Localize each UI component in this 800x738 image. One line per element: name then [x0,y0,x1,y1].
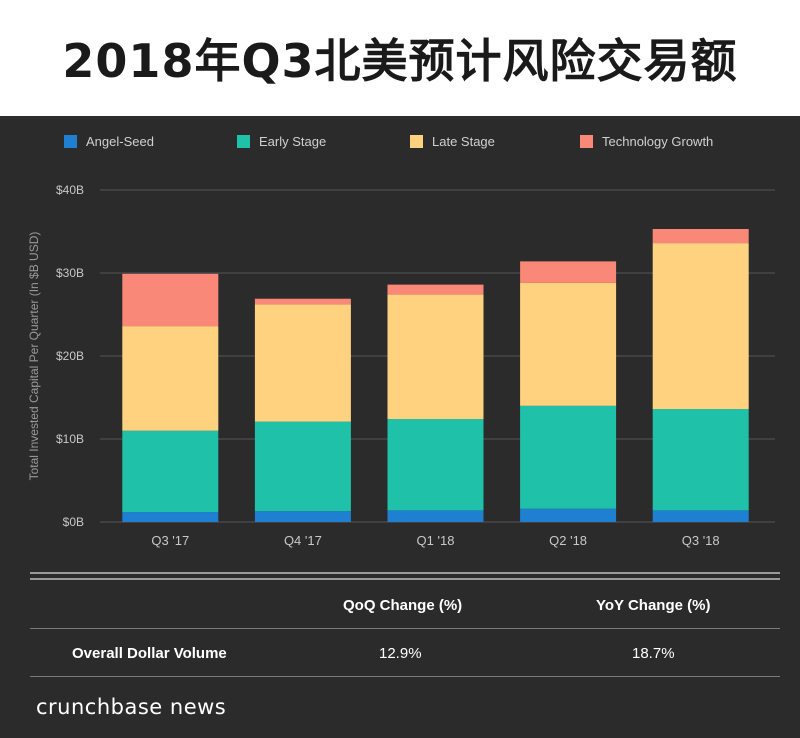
y-tick-label-3: $30B [56,266,84,280]
y-tick-label-0: $0B [63,515,84,529]
bar-angel-seed-3 [520,508,617,522]
legend-swatch-late-stage [410,135,423,148]
header-qoq-change: QoQ Change (%) [343,597,463,614]
y-tick-label-1: $10B [56,432,84,446]
bar-angel-seed-1 [254,511,351,522]
bar-early-stage-3 [520,405,617,509]
bar-technology-growth-3 [520,261,617,283]
legend-label-technology-growth: Technology Growth [602,134,714,149]
x-tick-label-3: Q2 '18 [549,533,587,548]
page-title: 2018年Q3北美预计风险交易额 [62,34,738,88]
legend-item-angel-seed: Angel-Seed [64,134,154,149]
chart-legend: Angel-Seed Early Stage Late Stage Techno… [0,134,800,154]
bar-early-stage-2 [387,419,484,511]
legend-item-early-stage: Early Stage [237,134,326,149]
row-label-overall-dollar-volume: Overall Dollar Volume [72,645,227,662]
legend-label-late-stage: Late Stage [432,134,495,149]
legend-item-technology-growth: Technology Growth [580,134,713,149]
table-top-rule-2 [30,578,780,580]
legend-swatch-early-stage [237,135,250,148]
y-tick-label-4: $40B [56,183,84,197]
bar-technology-growth-4 [652,229,749,244]
yoy-change-value: 18.7% [632,645,675,662]
bar-angel-seed-0 [122,512,219,522]
legend-swatch-angel-seed [64,135,77,148]
y-axis-title: Total Invested Capital Per Quarter (In $… [27,232,41,481]
title-band: 2018年Q3北美预计风险交易额 [0,0,800,116]
x-tick-label-0: Q3 '17 [151,533,189,548]
bar-angel-seed-4 [652,510,749,522]
bar-angel-seed-2 [387,510,484,522]
x-tick-label-1: Q4 '17 [284,533,322,548]
table-bottom-rule [30,676,780,677]
bar-early-stage-0 [122,430,219,513]
stacked-bar-chart: $0B $10B $20B $30B $40B Total Invested Capita… [27,183,775,548]
bar-early-stage-4 [652,409,749,511]
x-tick-label-2: Q1 '18 [417,533,455,548]
bar-late-stage-2 [387,294,484,420]
bar-late-stage-0 [122,326,219,431]
bar-technology-growth-0 [122,273,219,327]
bar-early-stage-1 [254,421,351,512]
legend-swatch-technology-growth [580,135,593,148]
y-tick-label-2: $20B [56,349,84,363]
bar-technology-growth-1 [254,298,351,305]
x-tick-label-4: Q3 '18 [682,533,720,548]
legend-item-late-stage: Late Stage [410,134,495,149]
bar-late-stage-1 [254,304,351,422]
bar-late-stage-4 [652,243,749,410]
qoq-change-value: 12.9% [379,645,422,662]
bar-late-stage-3 [520,282,617,406]
legend-label-angel-seed: Angel-Seed [86,134,154,149]
brand-logo-text: crunchbase news [36,695,227,719]
table-top-rule-1 [30,572,780,574]
bar-technology-growth-2 [387,284,484,295]
header-yoy-change: YoY Change (%) [596,597,711,614]
table-mid-rule [30,628,780,629]
legend-label-early-stage: Early Stage [259,134,327,149]
